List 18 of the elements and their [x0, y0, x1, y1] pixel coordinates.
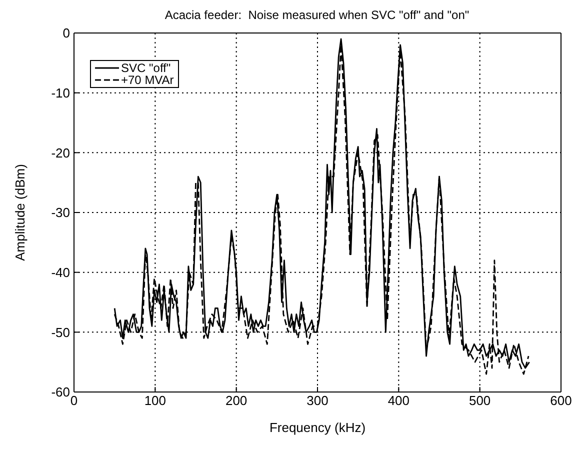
legend-label: +70 MVAr [121, 73, 174, 87]
y-tick-label: -20 [51, 145, 70, 160]
x-axis-title: Frequency (kHz) [269, 420, 366, 435]
y-tick-label: -10 [51, 85, 70, 100]
x-tick-label: 600 [550, 393, 572, 408]
x-tick-label: 300 [306, 393, 328, 408]
x-tick-label: 400 [388, 393, 410, 408]
x-tick-label: 100 [144, 393, 166, 408]
y-axis-title: Amplitude (dBm) [12, 164, 28, 261]
legend-label: SVC "off" [121, 61, 171, 75]
x-tick-label: 200 [225, 393, 248, 408]
y-tick-label: -50 [51, 324, 70, 340]
y-tick-label: -40 [51, 264, 70, 280]
y-tick-label: -30 [51, 205, 70, 220]
chart-title: Acacia feeder: Noise measured when SVC "off" and "on" [164, 8, 470, 24]
y-tick-label: 0 [62, 26, 70, 41]
y-tick-label: -60 [51, 384, 70, 400]
x-tick-label: 500 [468, 393, 491, 408]
